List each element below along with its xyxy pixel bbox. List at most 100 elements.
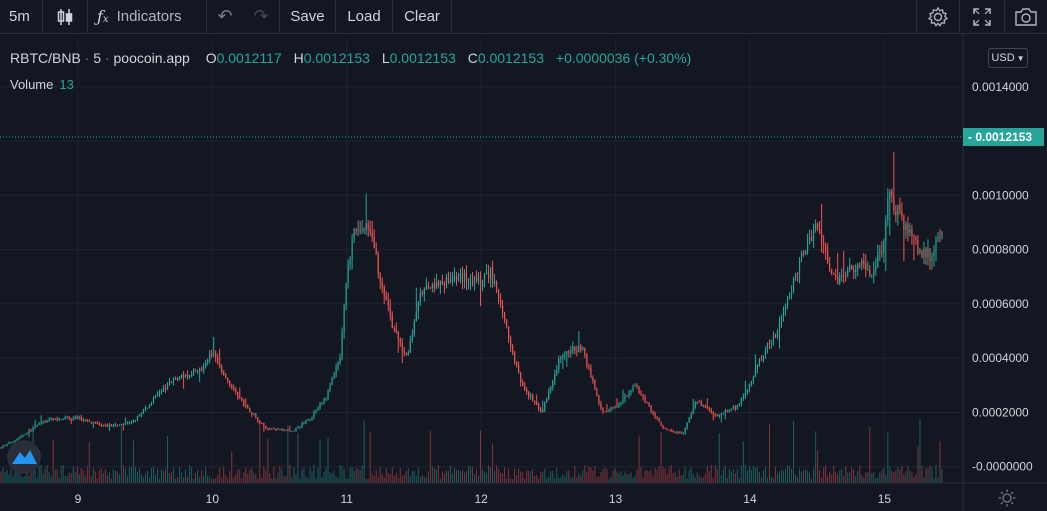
chart-type-button[interactable] [43, 0, 87, 33]
candle-body [435, 282, 437, 288]
volume-bar [451, 473, 453, 483]
candle-body [534, 400, 536, 403]
volume-bar [909, 470, 911, 483]
gear-icon [927, 6, 949, 27]
volume-bar [640, 466, 642, 483]
candle-body [491, 267, 494, 284]
candle-body [618, 404, 620, 407]
candle-body [227, 377, 229, 381]
candle-body [658, 418, 660, 422]
fullscreen-button[interactable] [960, 0, 1004, 33]
candle-body [443, 284, 446, 287]
volume-bar [594, 466, 596, 483]
volume-bar [219, 467, 221, 483]
candle-body [453, 276, 456, 280]
volume-bar [421, 474, 423, 483]
volume-bar [461, 470, 463, 483]
candle-body [144, 408, 147, 411]
candle-body [889, 191, 891, 199]
candle-body [694, 403, 696, 409]
candle-body [114, 424, 116, 426]
volume-bar [528, 470, 530, 483]
volume-bar [169, 473, 171, 483]
candle-body [544, 402, 546, 410]
x-tick-label: 12 [474, 492, 488, 506]
candle-body [479, 276, 482, 287]
volume-bar [405, 470, 407, 483]
candle-body [911, 229, 913, 236]
candle-body [596, 389, 598, 396]
volume-bar [243, 472, 245, 483]
settings-button[interactable] [917, 0, 959, 33]
save-button[interactable]: Save [280, 0, 335, 33]
candle-body [893, 195, 895, 211]
candle-body [393, 328, 395, 330]
volume-bar [321, 477, 323, 483]
volume-bar [439, 478, 441, 483]
volume-bar [195, 472, 197, 483]
volume-bar [789, 466, 791, 483]
candle-body [798, 258, 801, 274]
volume-bar [720, 475, 722, 483]
candle-body [770, 340, 773, 344]
candle-body [728, 409, 730, 412]
volume-bar [435, 469, 437, 483]
volume-bar [809, 472, 811, 483]
candle-body [132, 420, 135, 423]
undo-button[interactable]: ↶ [207, 0, 243, 33]
candle-body [796, 273, 799, 275]
candle-body [602, 407, 604, 412]
candle-body [921, 251, 923, 258]
candle-body [321, 403, 323, 405]
candle-body [522, 382, 524, 386]
volume-bar [82, 470, 84, 483]
volume-bar [116, 471, 118, 483]
volume-bar [72, 467, 74, 483]
interval-button[interactable]: 5m [0, 0, 42, 33]
volume-bar [700, 477, 702, 483]
volume-bar [937, 477, 939, 483]
screenshot-button[interactable] [1005, 0, 1047, 33]
volume-bar [676, 476, 678, 483]
currency-selector[interactable]: USD ▼ [988, 48, 1028, 68]
fullscreen-icon [973, 7, 991, 26]
high-value: 0.0012153 [303, 50, 370, 66]
volume-bar [815, 431, 817, 483]
candle-body [323, 398, 325, 404]
redo-button[interactable]: ↷ [243, 0, 279, 33]
volume-bar [556, 467, 558, 483]
candle-body [417, 301, 419, 312]
candle-body [52, 419, 54, 421]
volume-bar [257, 478, 259, 483]
candle-body [608, 410, 610, 412]
volume-bar [566, 470, 568, 483]
candle-body [182, 374, 185, 377]
candle-body [186, 374, 189, 378]
volume-bar [88, 442, 90, 483]
volume-bar [558, 477, 560, 483]
candle-body [538, 404, 540, 410]
candle-body [666, 428, 668, 431]
volume-bar [343, 469, 345, 483]
candle-body [628, 392, 630, 397]
volume-bar [199, 477, 201, 483]
candle-body [223, 371, 225, 375]
volume-bar [656, 469, 658, 483]
candle-body [632, 386, 634, 391]
candle-body [616, 405, 618, 407]
candle-body [215, 353, 217, 358]
volume-bar [718, 433, 720, 483]
load-button[interactable]: Load [336, 0, 392, 33]
volume-bar [60, 465, 62, 483]
volume-bar [740, 465, 742, 483]
indicators-button[interactable]: ƒx Indicators [88, 0, 206, 33]
volume-bar [283, 476, 285, 483]
candle-body [112, 424, 114, 427]
candle-body [415, 311, 417, 321]
volume-bar [588, 466, 590, 483]
clear-button[interactable]: Clear [393, 0, 451, 33]
candle-body [84, 419, 86, 421]
volume-bar [329, 472, 331, 483]
candle-body [933, 250, 935, 257]
